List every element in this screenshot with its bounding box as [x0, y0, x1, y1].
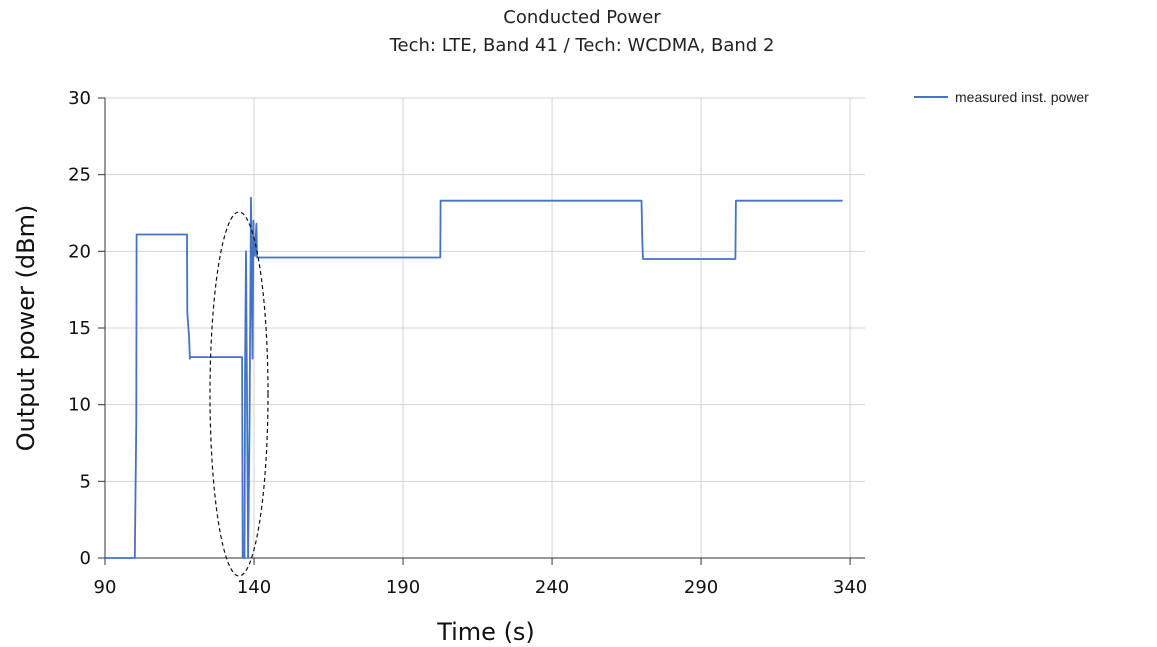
x-tick-label: 140 — [237, 577, 271, 598]
y-tick-label: 0 — [80, 548, 91, 569]
y-tick-label: 10 — [68, 395, 91, 416]
highlight-ellipse — [209, 211, 269, 577]
chart-title: Conducted Power — [503, 7, 661, 28]
grid-lines — [105, 97, 865, 558]
series-line — [105, 196, 843, 559]
x-tick-label: 190 — [386, 577, 420, 598]
y-tick-label: 20 — [68, 241, 91, 262]
y-tick-label: 30 — [68, 88, 91, 109]
x-tick-label: 290 — [684, 577, 718, 598]
legend: measured inst. power — [914, 89, 1089, 105]
y-tick-label: 25 — [68, 165, 91, 186]
tick-labels: 0 5 10 15 20 25 30 90 140 190 240 290 340 — [68, 88, 867, 598]
y-axis-title: Output power (dBm) — [12, 205, 40, 452]
x-tick-label: 90 — [94, 577, 117, 598]
chart-subtitle: Tech: LTE, Band 41 / Tech: WCDMA, Band 2 — [389, 35, 775, 56]
chart-title-group: Conducted Power Tech: LTE, Band 41 / Tec… — [389, 7, 775, 56]
legend-label: measured inst. power — [955, 89, 1089, 105]
x-axis-title: Time (s) — [436, 618, 535, 646]
series-layer — [105, 196, 843, 559]
axes — [98, 97, 865, 565]
y-tick-label: 5 — [80, 471, 91, 492]
x-tick-label: 240 — [535, 577, 569, 598]
x-tick-label: 340 — [833, 577, 867, 598]
y-tick-label: 15 — [68, 318, 91, 339]
